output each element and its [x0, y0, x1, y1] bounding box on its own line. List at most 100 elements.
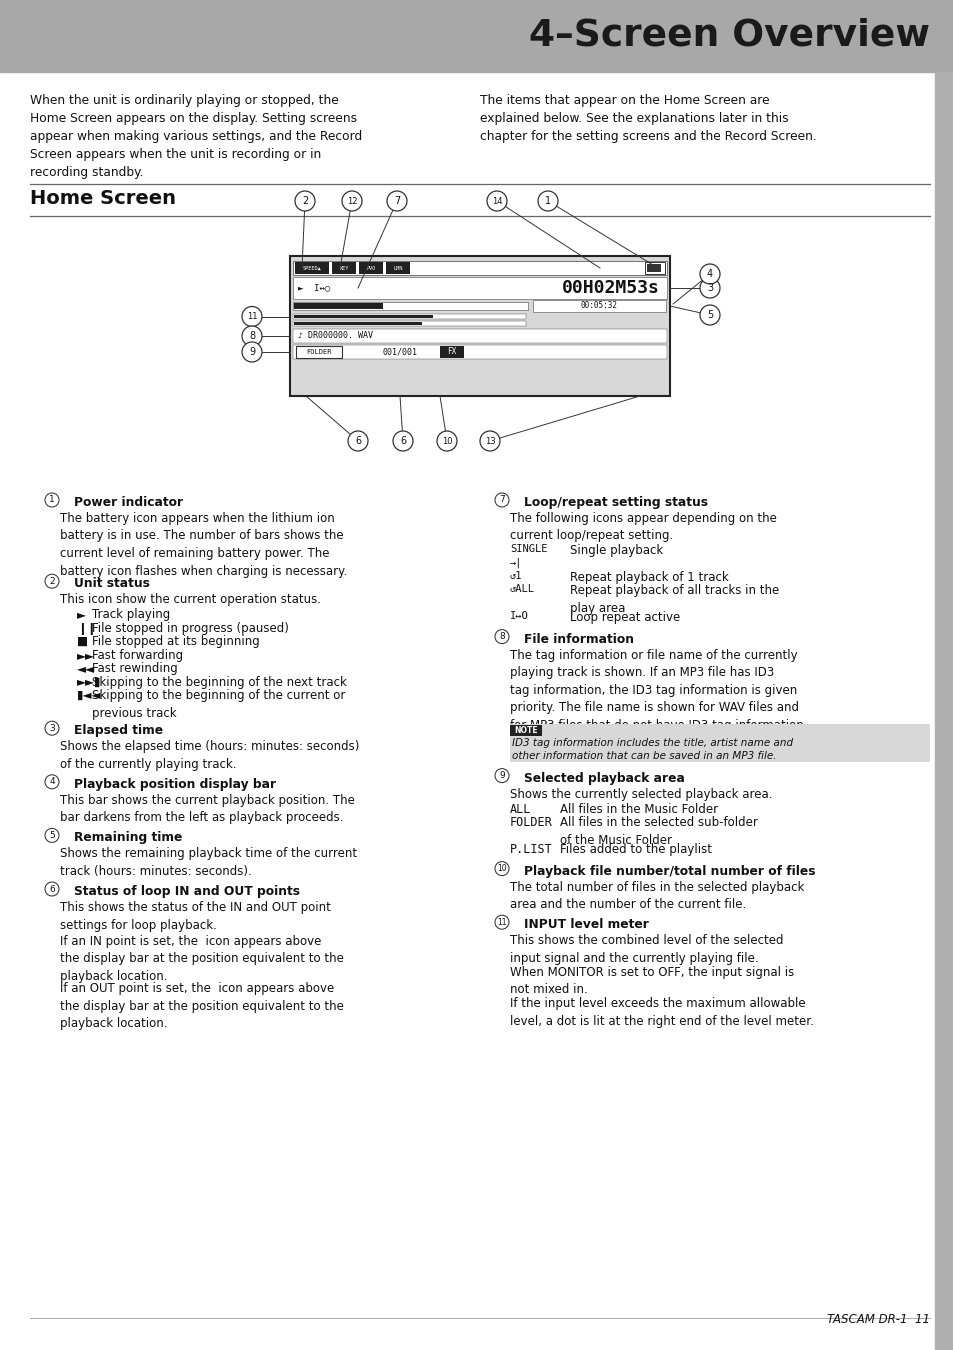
Text: Repeat playback of all tracks in the
play area: Repeat playback of all tracks in the pla…	[569, 585, 779, 614]
Circle shape	[393, 431, 413, 451]
Text: Shows the elapsed time (hours: minutes: seconds)
of the currently playing track.: Shows the elapsed time (hours: minutes: …	[60, 740, 359, 771]
Bar	[293, 277, 666, 298]
Text: When the unit is ordinarily playing or stopped, the
Home Screen appears on the d: When the unit is ordinarily playing or s…	[30, 95, 362, 180]
Circle shape	[700, 305, 720, 325]
Bar	[294, 315, 433, 319]
Text: 14: 14	[491, 197, 501, 205]
Circle shape	[45, 574, 59, 589]
Text: Home Screen: Home Screen	[30, 189, 175, 208]
Text: 11: 11	[497, 918, 506, 926]
Text: PVO: PVO	[366, 266, 375, 270]
Circle shape	[45, 829, 59, 842]
Text: 00H02M53s: 00H02M53s	[561, 279, 659, 297]
Text: All files in the selected sub-folder
of the Music Folder: All files in the selected sub-folder of …	[559, 817, 757, 846]
Bar	[294, 262, 329, 274]
Circle shape	[486, 190, 506, 211]
Text: Single playback: Single playback	[569, 544, 662, 556]
Text: If an OUT point is set, the  icon appears above
the display bar at the position : If an OUT point is set, the icon appears…	[60, 981, 343, 1030]
Circle shape	[495, 629, 509, 644]
Text: Elapsed time: Elapsed time	[74, 724, 163, 737]
Bar	[295, 346, 341, 358]
Text: ↺ALL: ↺ALL	[510, 585, 535, 594]
Text: The items that appear on the Home Screen are
explained below. See the explanatio: The items that appear on the Home Screen…	[479, 95, 816, 143]
Text: Files added to the playlist: Files added to the playlist	[559, 844, 711, 856]
Text: I↔O: I↔O	[510, 612, 528, 621]
Text: Playback position display bar: Playback position display bar	[74, 778, 275, 791]
Text: 8: 8	[249, 331, 254, 342]
Text: The battery icon appears when the lithium ion
battery is in use. The number of b: The battery icon appears when the lithiu…	[60, 512, 347, 578]
Bar	[646, 265, 660, 271]
Circle shape	[242, 342, 262, 362]
Text: Repeat playback of 1 track: Repeat playback of 1 track	[569, 571, 728, 583]
Text: Skipping to the beginning of the current or
previous track: Skipping to the beginning of the current…	[91, 690, 345, 720]
Circle shape	[242, 306, 262, 327]
Text: 7: 7	[498, 495, 504, 505]
Circle shape	[294, 190, 314, 211]
Bar	[290, 256, 669, 396]
Text: Power indicator: Power indicator	[74, 495, 183, 509]
Bar	[510, 724, 929, 761]
Circle shape	[242, 325, 262, 346]
Bar	[386, 262, 410, 274]
Text: 8: 8	[498, 632, 504, 641]
Text: SINGLE
→|: SINGLE →|	[510, 544, 547, 568]
Circle shape	[495, 915, 509, 929]
Text: The tag information or file name of the currently
playing track is shown. If an : The tag information or file name of the …	[510, 648, 806, 732]
Circle shape	[45, 775, 59, 788]
Text: 7: 7	[394, 196, 399, 207]
Text: FOLDER: FOLDER	[510, 817, 552, 829]
Text: 00:05:32: 00:05:32	[580, 301, 618, 310]
Text: 1: 1	[544, 196, 551, 207]
Bar	[332, 262, 355, 274]
Text: NOTE: NOTE	[514, 725, 537, 734]
Circle shape	[700, 278, 720, 298]
Text: This shows the combined level of the selected
input signal and the currently pla: This shows the combined level of the sel…	[510, 934, 782, 965]
Text: ALL: ALL	[510, 803, 531, 815]
Text: File information: File information	[523, 633, 634, 645]
Text: The following icons appear depending on the
current loop/repeat setting.: The following icons appear depending on …	[510, 512, 776, 543]
Text: Track playing: Track playing	[91, 609, 170, 621]
Text: Loop/repeat setting status: Loop/repeat setting status	[523, 495, 707, 509]
Text: 6: 6	[399, 436, 406, 446]
Text: ↺1: ↺1	[510, 571, 522, 580]
Text: Unit status: Unit status	[74, 578, 150, 590]
Circle shape	[700, 265, 720, 284]
Text: Loop repeat active: Loop repeat active	[569, 612, 679, 624]
Text: 4: 4	[706, 269, 712, 279]
Bar	[293, 329, 666, 343]
Text: 2: 2	[50, 576, 54, 586]
Text: 1: 1	[49, 495, 55, 505]
Circle shape	[537, 190, 558, 211]
Text: This shows the status of the IN and OUT point
settings for loop playback.: This shows the status of the IN and OUT …	[60, 900, 331, 931]
Text: ▮◄◄: ▮◄◄	[77, 690, 101, 702]
Text: ❙❙: ❙❙	[77, 622, 96, 634]
Text: 11: 11	[247, 312, 257, 321]
Text: 3: 3	[49, 724, 55, 733]
Bar	[293, 315, 525, 319]
Circle shape	[45, 721, 59, 736]
Text: 4: 4	[50, 778, 54, 786]
Text: File stopped in progress (paused): File stopped in progress (paused)	[91, 622, 289, 634]
Text: ■: ■	[77, 636, 88, 648]
Text: 13: 13	[484, 436, 495, 446]
Text: ►  I↔○: ► I↔○	[297, 284, 330, 293]
Text: 001/001: 001/001	[382, 347, 417, 356]
Text: 5: 5	[706, 310, 713, 320]
Text: INPUT level meter: INPUT level meter	[523, 918, 648, 932]
Text: Fast forwarding: Fast forwarding	[91, 649, 183, 662]
Text: If an IN point is set, the  icon appears above
the display bar at the position e: If an IN point is set, the icon appears …	[60, 934, 343, 983]
Text: ►: ►	[77, 609, 86, 621]
Text: All files in the Music Folder: All files in the Music Folder	[559, 803, 718, 815]
Text: TASCAM DR-1  11: TASCAM DR-1 11	[826, 1314, 929, 1326]
Circle shape	[45, 882, 59, 896]
Text: ID3 tag information includes the title, artist name and
other information that c: ID3 tag information includes the title, …	[512, 737, 792, 761]
Bar	[293, 321, 525, 325]
Text: 9: 9	[498, 771, 504, 780]
Text: If the input level exceeds the maximum allowable
level, a dot is lit at the righ: If the input level exceeds the maximum a…	[510, 998, 813, 1027]
Text: 6: 6	[355, 436, 360, 446]
Circle shape	[495, 768, 509, 783]
Circle shape	[495, 493, 509, 508]
Text: Skipping to the beginning of the next track: Skipping to the beginning of the next tr…	[91, 676, 347, 688]
Text: SPEED▲: SPEED▲	[302, 266, 321, 270]
Text: 6: 6	[49, 884, 55, 894]
